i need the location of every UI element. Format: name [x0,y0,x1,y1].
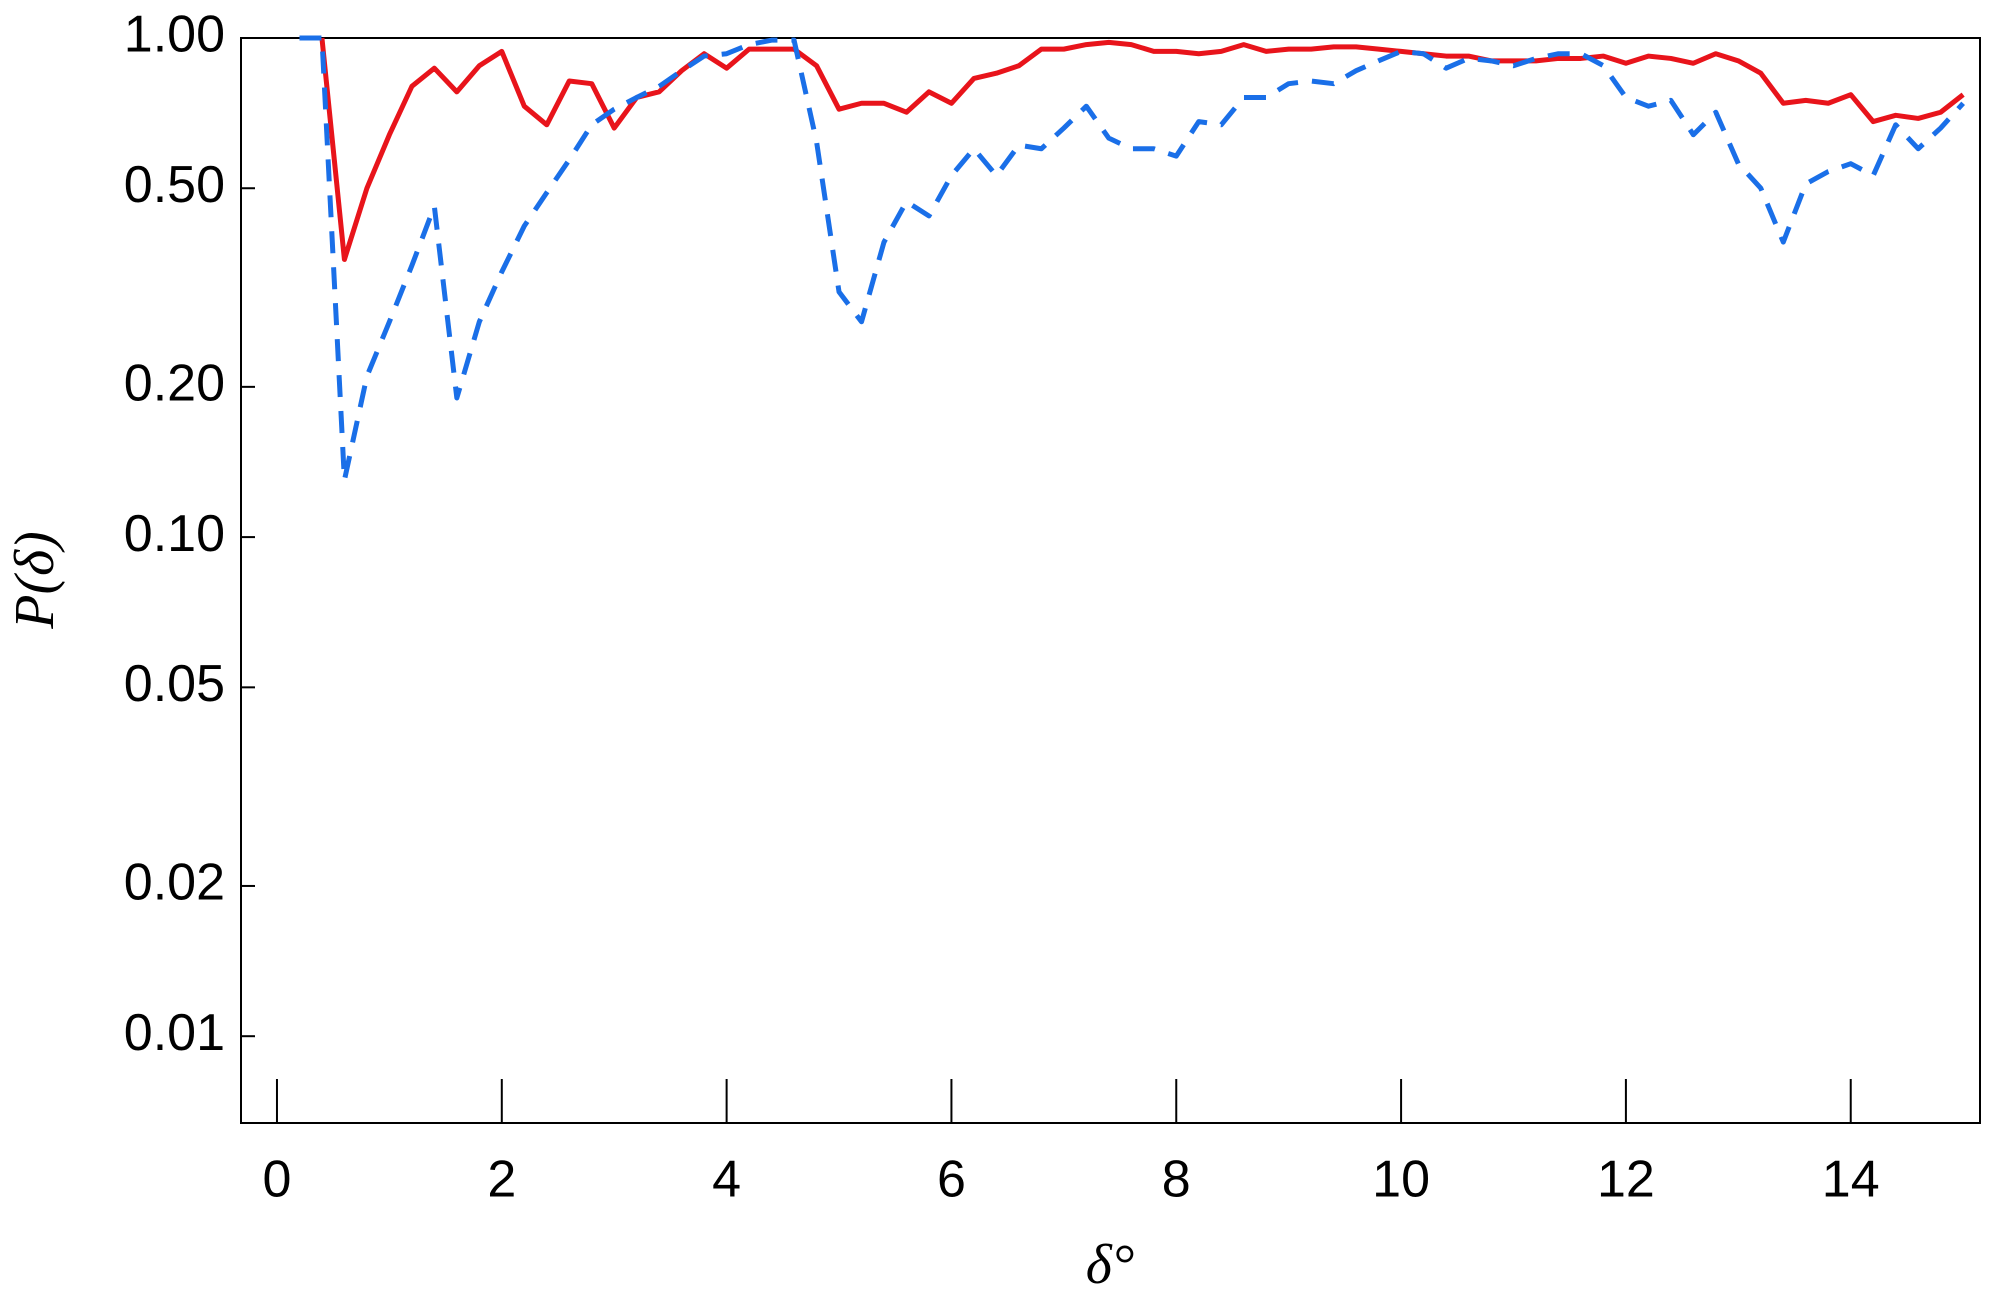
x-tick-label: 10 [1372,1151,1430,1209]
y-tick-label: 1.00 [124,6,225,64]
y-tick-label: 0.20 [124,355,225,413]
y-tick-label: 0.50 [124,156,225,214]
y-tick-label: 0.01 [124,1004,225,1062]
y-tick-label: 0.02 [124,854,225,912]
x-tick-label: 12 [1597,1151,1655,1209]
series-line [319,37,1965,262]
y-tick-label: 0.10 [124,505,225,563]
x-tick-label: 8 [1162,1151,1191,1209]
series-line [299,35,1965,483]
y-tick-label: 0.05 [124,655,225,713]
x-tick-label: 4 [712,1151,741,1209]
x-tick-label: 2 [487,1151,516,1209]
x-axis-label: δ° [1086,1234,1134,1296]
y-axis-label: P(δ) [4,531,66,630]
x-tick-label: 6 [937,1151,966,1209]
plot-frame [240,37,1981,1124]
x-tick-label: 14 [1822,1151,1880,1209]
x-tick-label: 0 [263,1151,292,1209]
